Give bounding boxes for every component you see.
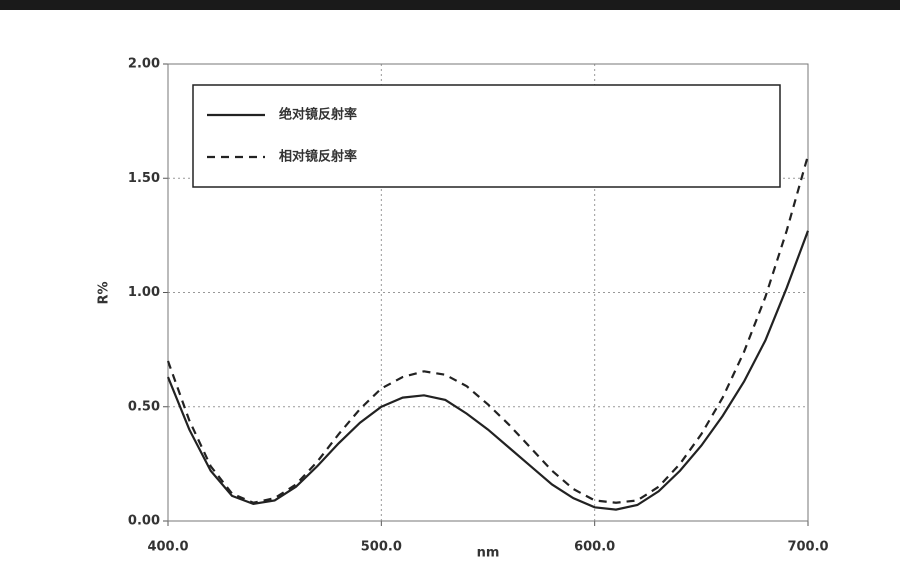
line-series [166,155,810,504]
y-axis-label: R% [97,281,112,304]
top-bar [0,0,900,10]
legend-box [192,84,781,188]
y-tick-label: 2.00 [128,57,160,72]
x-tick-label: 400.0 [147,540,188,555]
x-axis-label: nm [477,546,500,561]
y-tick-label: 1.50 [128,171,160,186]
x-tick-label: 500.0 [361,540,402,555]
x-tick-label: 600.0 [574,540,615,555]
y-tick-label: 1.00 [128,285,160,300]
y-tick-label: 0.50 [128,399,160,414]
plot-frame [167,63,809,522]
legend-label: 相对镜反射率 [279,149,357,165]
y-tick-label: 0.00 [128,514,160,529]
line-series [166,230,810,511]
x-tick-label: 700.0 [787,540,828,555]
legend-label: 绝对镜反射率 [279,107,357,123]
